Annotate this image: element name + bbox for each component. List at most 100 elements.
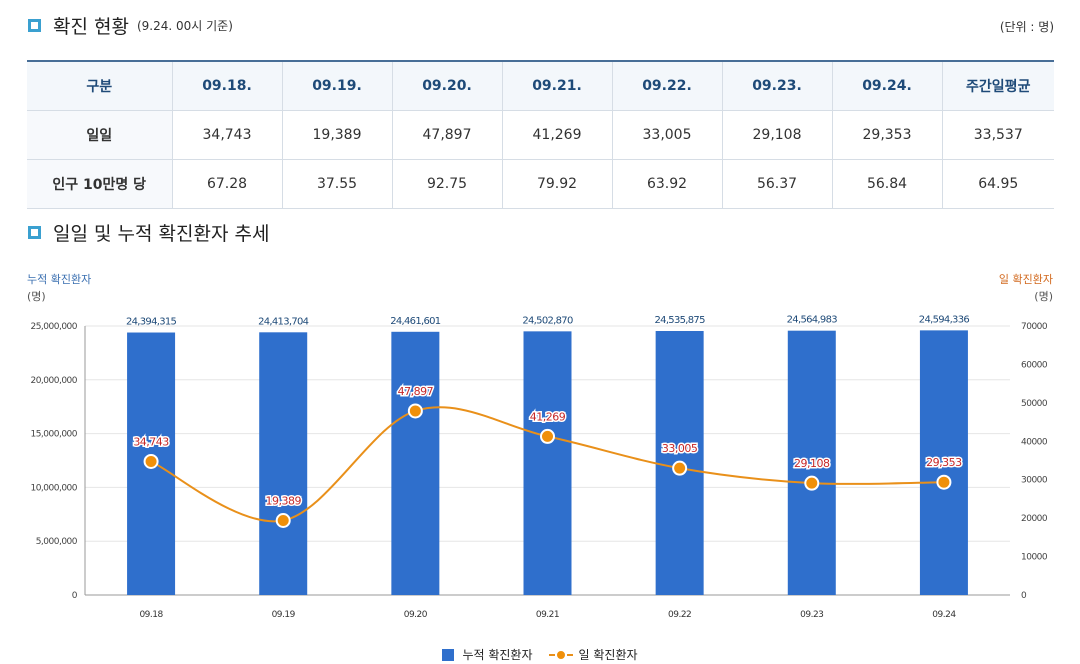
bar-value-label: 24,594,336 bbox=[919, 314, 970, 325]
daily-value-label: 47,897 bbox=[398, 385, 434, 398]
daily-point bbox=[143, 453, 159, 469]
bar-value-label: 24,394,315 bbox=[126, 317, 177, 328]
bar-cumulative bbox=[391, 331, 440, 595]
row-label: 일일 bbox=[27, 110, 173, 160]
daily-value-label-halo: 41,269 bbox=[530, 410, 566, 423]
table-header-cell: 09.19. bbox=[282, 60, 393, 111]
x-tick-label: 09.24 bbox=[932, 610, 956, 620]
table-cell: 33,005 bbox=[612, 110, 723, 160]
left-tick-label: 10,000,000 bbox=[30, 483, 77, 493]
left-axis-unit: (명) bbox=[27, 290, 46, 303]
daily-value-label-halo: 33,005 bbox=[662, 442, 698, 455]
right-tick-label: 60000 bbox=[1021, 360, 1048, 370]
daily-point bbox=[275, 512, 291, 528]
daily-value-label: 29,108 bbox=[794, 457, 830, 470]
legend-item-daily: 일 확진환자 bbox=[548, 646, 638, 663]
daily-value-label: 41,269 bbox=[530, 410, 566, 423]
daily-point bbox=[936, 474, 952, 490]
table-cell: 56.84 bbox=[832, 159, 943, 209]
table-cell: 92.75 bbox=[392, 159, 503, 209]
x-tick-label: 09.23 bbox=[800, 610, 823, 620]
x-tick-label: 09.18 bbox=[139, 610, 163, 620]
daily-point bbox=[804, 475, 820, 491]
daily-value-label: 29,353 bbox=[926, 456, 962, 469]
daily-value-label: 33,005 bbox=[662, 442, 698, 455]
table-cell: 37.55 bbox=[282, 159, 393, 209]
right-axis-unit: (명) bbox=[1034, 290, 1053, 303]
square-bullet-icon bbox=[28, 226, 41, 239]
bar-cumulative bbox=[787, 330, 836, 595]
table-cell: 47,897 bbox=[392, 110, 503, 160]
daily-point bbox=[540, 428, 555, 444]
right-axis-title: 일 확진환자 bbox=[999, 272, 1053, 286]
right-tick-label: 30000 bbox=[1021, 476, 1048, 486]
unit-label: (단위 : 명) bbox=[999, 20, 1054, 34]
bar-cumulative bbox=[523, 331, 572, 595]
daily-value-label-halo: 29,108 bbox=[794, 457, 830, 470]
table-header-cell: 09.23. bbox=[722, 60, 833, 111]
table-cell: 79.92 bbox=[502, 159, 613, 209]
daily-point bbox=[407, 403, 423, 419]
right-tick-label: 50000 bbox=[1021, 399, 1048, 409]
right-tick-label: 20000 bbox=[1021, 514, 1048, 524]
right-tick-label: 0 bbox=[1021, 591, 1027, 601]
bar-value-label: 24,502,870 bbox=[522, 315, 573, 326]
x-tick-label: 09.20 bbox=[404, 610, 428, 620]
table-cell: 34,743 bbox=[172, 110, 283, 160]
right-tick-label: 10000 bbox=[1021, 553, 1048, 563]
left-tick-label: 5,000,000 bbox=[36, 537, 78, 547]
chart-legend: 누적 확진환자 일 확진환자 bbox=[0, 646, 1080, 663]
daily-value-label-halo: 29,353 bbox=[926, 456, 962, 469]
section-title: 확진 현황 bbox=[53, 16, 129, 38]
x-tick-label: 09.22 bbox=[668, 610, 691, 620]
section-subtitle: (9.24. 00시 기준) bbox=[136, 19, 233, 33]
table-row: 일일 34,743 19,389 47,897 41,269 33,005 29… bbox=[27, 110, 1054, 160]
left-tick-label: 15,000,000 bbox=[30, 430, 77, 440]
trend-chart: 누적 확진환자 (명) 일 확진환자 (명) 0 5,000,000 10,000,000 1… bbox=[27, 272, 1053, 620]
table-cell: 63.92 bbox=[612, 159, 723, 209]
left-tick-label: 20,000,000 bbox=[30, 376, 77, 386]
x-tick-label: 09.21 bbox=[536, 610, 559, 620]
bar-value-label: 24,461,601 bbox=[390, 316, 441, 327]
table-header-row: 구분 09.18. 09.19. 09.20. 09.21. 09.22. 09… bbox=[27, 60, 1054, 111]
table-cell: 64.95 bbox=[942, 159, 1054, 209]
section-header-status: 확진 현황 (9.24. 00시 기준) bbox=[28, 12, 233, 39]
table-header-cell: 주간일평균 bbox=[942, 60, 1054, 111]
legend-label: 누적 확진환자 bbox=[462, 648, 533, 662]
legend-swatch-line bbox=[548, 649, 573, 661]
table-header-cell: 09.22. bbox=[612, 60, 723, 111]
legend-swatch-bar bbox=[442, 648, 455, 661]
legend-item-cumulative: 누적 확진환자 bbox=[442, 646, 533, 663]
table-cell: 19,389 bbox=[282, 110, 393, 160]
x-tick-label: 09.19 bbox=[272, 610, 296, 620]
daily-value-label-halo: 19,389 bbox=[265, 494, 301, 507]
left-axis-title: 누적 확진환자 bbox=[27, 273, 91, 286]
daily-value-label: 19,389 bbox=[265, 494, 301, 507]
bar-value-label: 24,564,983 bbox=[787, 315, 838, 326]
table-row: 인구 10만명 당 67.28 37.55 92.75 79.92 63.92 … bbox=[27, 159, 1054, 209]
table-header-cell: 09.24. bbox=[832, 60, 943, 111]
daily-value-label: 34,743 bbox=[133, 435, 169, 448]
legend-label: 일 확진환자 bbox=[578, 648, 638, 662]
status-table: 구분 09.18. 09.19. 09.20. 09.21. 09.22. 09… bbox=[27, 60, 1054, 209]
table-header-cell: 09.21. bbox=[502, 60, 613, 111]
daily-point bbox=[672, 460, 688, 476]
bar-cumulative bbox=[919, 330, 968, 595]
bar-cumulative bbox=[259, 332, 308, 595]
table-header-cell: 09.18. bbox=[172, 60, 283, 111]
bar-value-label: 24,413,704 bbox=[258, 316, 309, 327]
daily-value-label-halo: 47,897 bbox=[398, 385, 434, 398]
square-bullet-icon bbox=[28, 19, 41, 32]
left-tick-label: 0 bbox=[72, 591, 78, 601]
table-header-cell: 구분 bbox=[27, 60, 173, 111]
table-cell: 29,108 bbox=[722, 110, 833, 160]
section-header-trend: 일일 및 누적 확진환자 추세 bbox=[28, 219, 269, 246]
daily-value-label-halo: 34,743 bbox=[133, 435, 169, 448]
table-cell: 33,537 bbox=[942, 110, 1054, 160]
table-header-cell: 09.20. bbox=[392, 60, 503, 111]
bar-value-label: 24,535,875 bbox=[655, 315, 706, 326]
right-tick-label: 70000 bbox=[1021, 322, 1048, 332]
table-cell: 41,269 bbox=[502, 110, 613, 160]
table-cell: 29,353 bbox=[832, 110, 943, 160]
table-cell: 67.28 bbox=[172, 159, 283, 209]
